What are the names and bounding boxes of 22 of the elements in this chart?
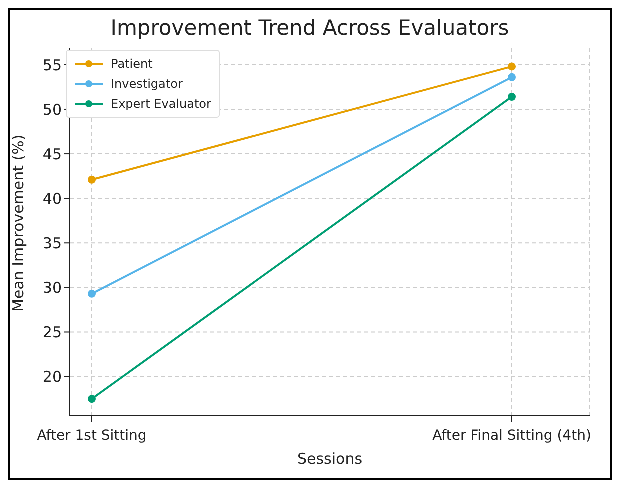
y-tick-label: 30 bbox=[42, 279, 62, 298]
x-tick-label: After 1st Sitting bbox=[37, 428, 147, 444]
y-axis-title: Mean Improvement (%) bbox=[9, 134, 28, 312]
legend-label: Patient bbox=[111, 57, 153, 71]
x-axis-title: Sessions bbox=[297, 450, 363, 468]
legend-label: Investigator bbox=[111, 77, 183, 91]
y-tick-label: 25 bbox=[42, 324, 62, 342]
y-tick-label: 35 bbox=[42, 234, 62, 252]
point bbox=[88, 395, 96, 404]
x-tick-label: After Final Sitting (4th) bbox=[432, 428, 592, 444]
point bbox=[508, 62, 516, 71]
point bbox=[508, 93, 516, 102]
y-tick-label: 40 bbox=[42, 190, 62, 208]
y-tick-label: 45 bbox=[42, 145, 62, 164]
point bbox=[88, 290, 96, 298]
chart-title: Improvement Trend Across Evaluators bbox=[110, 16, 510, 40]
point bbox=[508, 73, 516, 82]
y-tick-label: 55 bbox=[42, 56, 62, 74]
y-tick-label: 20 bbox=[42, 368, 62, 386]
legend-label: Expert Evaluator bbox=[111, 97, 212, 111]
point bbox=[88, 176, 96, 184]
y-tick-label: 50 bbox=[42, 100, 62, 119]
